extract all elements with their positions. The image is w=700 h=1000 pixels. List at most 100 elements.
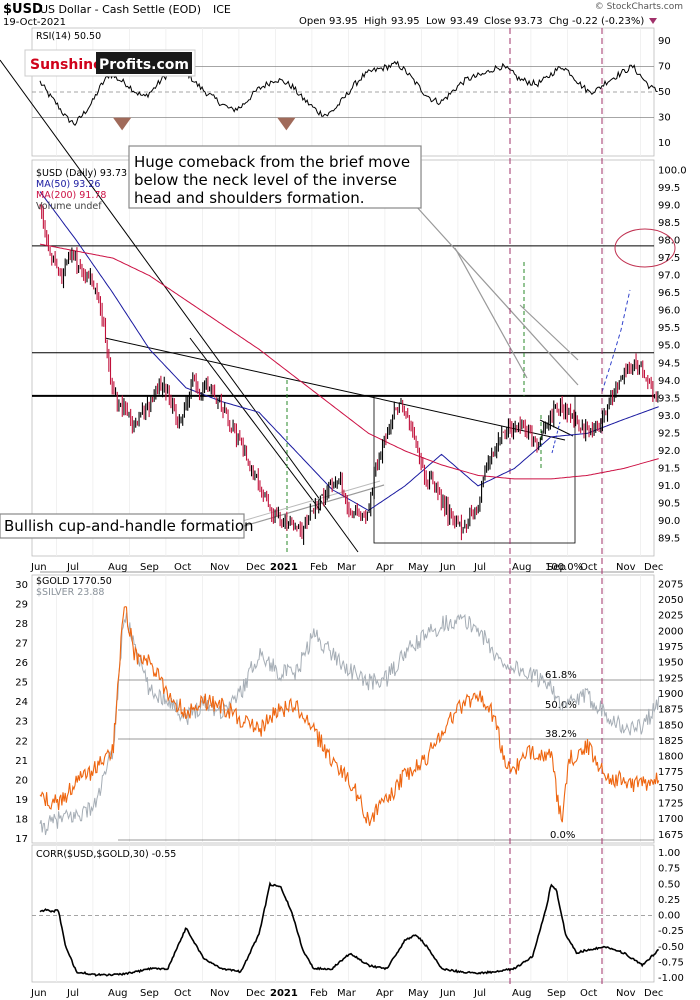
x-month-label: Mar [337,562,357,573]
price-tick-label: 94.5 [658,358,680,369]
guides-layer: 100.0% 61.8% 50.0% 38.2% 0.0% [0,28,676,985]
price-tick-label: 96.0 [658,306,680,317]
price-legend-usd: $USD (Daily) 93.73 [36,168,127,179]
x-month-label: Jul [473,562,486,573]
rsi-oversold-fill [277,117,296,131]
price-tick-label: 94.0 [658,376,680,387]
silver-tick-label: 27 [15,638,28,649]
price-tick-label: 95.0 [658,341,680,352]
cup-handle-annotation: Bullish cup-and-handle formation [0,513,254,539]
corr-tick-label: -1.00 [658,973,684,984]
price-tick-label: 90.0 [658,516,680,527]
x-month-label: Oct [580,988,597,999]
header-name: US Dollar - Cash Settle (EOD) [40,3,201,16]
price-tick-label: 99.5 [658,183,680,194]
price-legend-ma200: MA(200) 91.78 [36,190,106,201]
rsi-tick-label: 10 [658,138,671,149]
header-open-label: Open [299,16,326,27]
rsi-line [39,60,658,126]
price-tick-label: 91.0 [658,481,680,492]
price-tick-label: 90.5 [658,498,680,509]
gold-tick-label: 1775 [658,767,683,778]
x-month-label: Dec [644,562,663,573]
fib-label: 0.0% [550,830,575,841]
x-month-label: Jun [439,562,456,573]
comeback-line-1: Huge comeback from the brief move [134,153,410,171]
logo-profits: Profits.com [99,57,189,73]
down-triangle-icon [649,18,657,24]
silver-tick-label: 23 [15,717,28,728]
price-tick-label: 97.5 [658,253,680,264]
corr-tick-label: 0.25 [658,895,680,906]
price-tick-label: 93.0 [658,411,680,422]
gold-tick-label: 2000 [658,626,683,637]
gold-line [39,606,660,826]
silver-tick-label: 19 [15,795,28,806]
x-month-label: Apr [376,988,394,999]
corr-line [39,881,659,977]
gold-tick-label: 1700 [658,814,683,825]
gold-tick-label: 1925 [658,673,683,684]
price-legend: $USD (Daily) 93.73 MA(50) 93.26 MA(200) … [36,168,127,212]
logo-dark-box [96,52,192,74]
silver-tick-label: 24 [15,697,28,708]
fib-label: 100.0% [545,562,583,573]
rsi-legend: RSI(14) 50.50 [36,31,101,42]
rsi-oversold-fill [113,117,132,131]
gold-tick-label: 1975 [658,642,683,653]
price-legend-ma50: MA(50) 93.26 [36,179,100,190]
silver-tick-label: 22 [15,736,28,747]
corr-tick-label: 0.75 [658,864,680,875]
silver-tick-label: 30 [15,580,28,591]
header-chg: -0.22 (-0.23%) [572,16,644,27]
x-month-label: Nov [616,562,636,573]
corr-tick-label: 1.00 [658,848,680,859]
x-month-label: May [408,562,429,573]
corr-legend-text: CORR($USD,$GOLD,30) -0.55 [36,849,176,860]
comeback-line-3: head and shoulders formation. [134,189,365,207]
gold-tick-label: 1875 [658,705,683,716]
minor-trendline [189,337,321,511]
gold-tick-label: 2075 [658,579,683,590]
gold-legend-gold: $GOLD 1770.50 [36,576,112,587]
comeback-box [128,145,422,209]
series-layer [39,60,660,977]
x-month-label: Aug [108,988,128,999]
grid-layer [32,28,654,982]
x-month-label: Aug [512,988,532,999]
corr-tick-label: -0.50 [658,942,684,953]
x-month-label: Apr [376,562,394,573]
x-month-label: Nov [616,988,636,999]
x-month-label: Oct [174,988,191,999]
x-month-label: Nov [210,988,230,999]
target-circle [614,228,676,268]
x-month-label: Dec [246,562,265,573]
gold-legend-silver: $SILVER 23.88 [36,587,104,598]
rsi-tick-label: 50 [658,87,671,98]
header-close-label: Close [484,16,511,27]
comeback-line-2: below the neck level of the inverse [134,171,397,189]
x-month-label: Jul [66,562,79,573]
x-month-label: May [408,988,429,999]
fib-label: 38.2% [545,729,577,740]
x-month-label: Nov [210,562,230,573]
axis-layer: 10 30 50 70 90 89.5 90.0 90.5 91.0 91.5 92.0 92.5 93… [15,36,686,999]
cup-handle-box [0,513,245,539]
header-high: 93.95 [391,16,420,27]
x-month-label: Oct [580,562,597,573]
handle-dashed [551,421,561,454]
pointer-line [243,484,385,527]
comeback-annotation: Huge comeback from the brief move below … [128,145,422,209]
header-low: 93.49 [450,16,479,27]
silver-tick-label: 20 [15,775,28,786]
neckline [104,337,566,441]
gold-legend: $GOLD 1770.50 $SILVER 23.88 [36,576,112,598]
price-tick-label: 92.0 [658,446,680,457]
silver-tick-label: 29 [15,599,28,610]
silver-line [39,612,660,836]
x-month-label: Mar [337,988,357,999]
x-month-label: Sep [547,988,566,999]
pointer-line [519,304,579,361]
price-tick-label: 97.0 [658,271,680,282]
